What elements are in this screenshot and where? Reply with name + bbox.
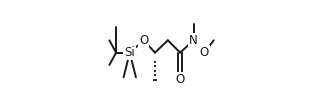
Text: O: O bbox=[176, 73, 185, 86]
Text: N: N bbox=[189, 34, 198, 47]
Text: Si: Si bbox=[124, 46, 135, 59]
Text: O: O bbox=[139, 34, 148, 47]
Text: O: O bbox=[200, 46, 209, 59]
